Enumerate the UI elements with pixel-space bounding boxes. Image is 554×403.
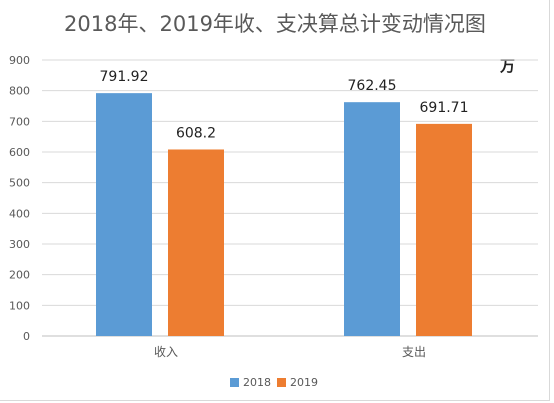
unit-label: 万 bbox=[500, 57, 516, 75]
y-tick-label: 500 bbox=[9, 177, 30, 190]
y-tick-label: 300 bbox=[9, 238, 30, 251]
bar-2018-1 bbox=[344, 102, 400, 336]
legend-label: 2019 bbox=[290, 376, 318, 389]
data-label: 762.45 bbox=[348, 78, 397, 94]
legend-swatch-2019 bbox=[277, 378, 286, 387]
y-tick-label: 600 bbox=[9, 146, 30, 159]
data-label: 691.71 bbox=[420, 100, 469, 116]
x-category-label: 收入 bbox=[154, 345, 178, 359]
legend-label: 2018 bbox=[243, 376, 271, 389]
y-tick-label: 700 bbox=[9, 115, 30, 128]
x-category-label: 支出 bbox=[402, 345, 426, 359]
y-tick-label: 900 bbox=[9, 54, 30, 67]
y-tick-label: 100 bbox=[9, 299, 30, 312]
y-tick-label: 800 bbox=[9, 85, 30, 98]
y-tick-label: 200 bbox=[9, 269, 30, 282]
y-tick-label: 0 bbox=[23, 330, 30, 343]
bar-2019-0 bbox=[168, 149, 224, 336]
y-tick-label: 400 bbox=[9, 207, 30, 220]
legend-swatch-2018 bbox=[230, 378, 239, 387]
data-label: 791.92 bbox=[100, 69, 149, 85]
data-label: 608.2 bbox=[176, 125, 216, 141]
bar-2018-0 bbox=[96, 93, 152, 336]
chart-title: 2018年、2019年收、支决算总计变动情况图 bbox=[64, 12, 486, 36]
bar-2019-1 bbox=[416, 123, 472, 336]
